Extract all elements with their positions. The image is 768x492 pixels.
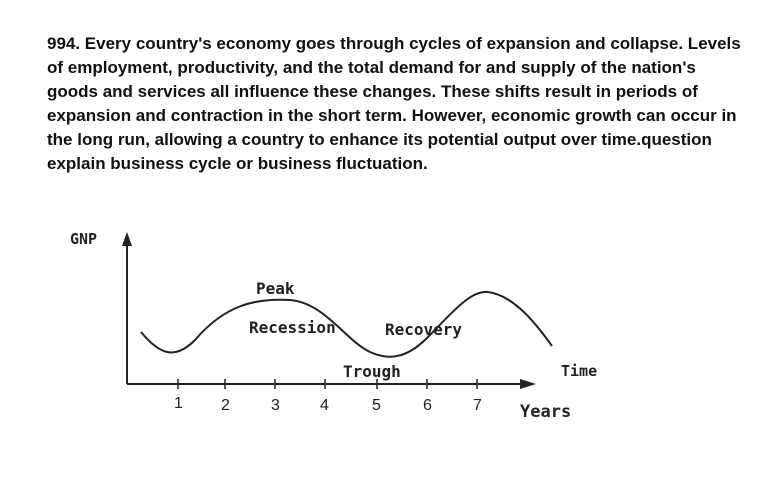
tick-label-5: 5 — [372, 397, 381, 414]
tick-label-2: 2 — [221, 397, 230, 414]
x-axis-arrow — [520, 379, 536, 389]
peak-label: Peak — [256, 279, 295, 298]
trough-label: Trough — [343, 362, 401, 381]
tick-label-4: 4 — [320, 397, 329, 414]
tick-marks — [177, 379, 478, 389]
x-unit-label: Years — [520, 402, 571, 422]
y-axis-label: GNP — [70, 230, 97, 248]
tick-label-7: 7 — [473, 397, 482, 414]
question-text: 994. Every country's economy goes throug… — [47, 34, 741, 173]
recovery-label: Recovery — [385, 320, 462, 339]
y-axis-arrow — [122, 232, 132, 246]
x-axis-label: Time — [561, 362, 597, 380]
business-cycle-curve — [140, 290, 553, 358]
tick-label-3: 3 — [271, 397, 280, 414]
tick-label-1: 1 — [174, 395, 183, 412]
recession-label: Recession — [249, 318, 336, 337]
tick-label-6: 6 — [423, 397, 432, 414]
